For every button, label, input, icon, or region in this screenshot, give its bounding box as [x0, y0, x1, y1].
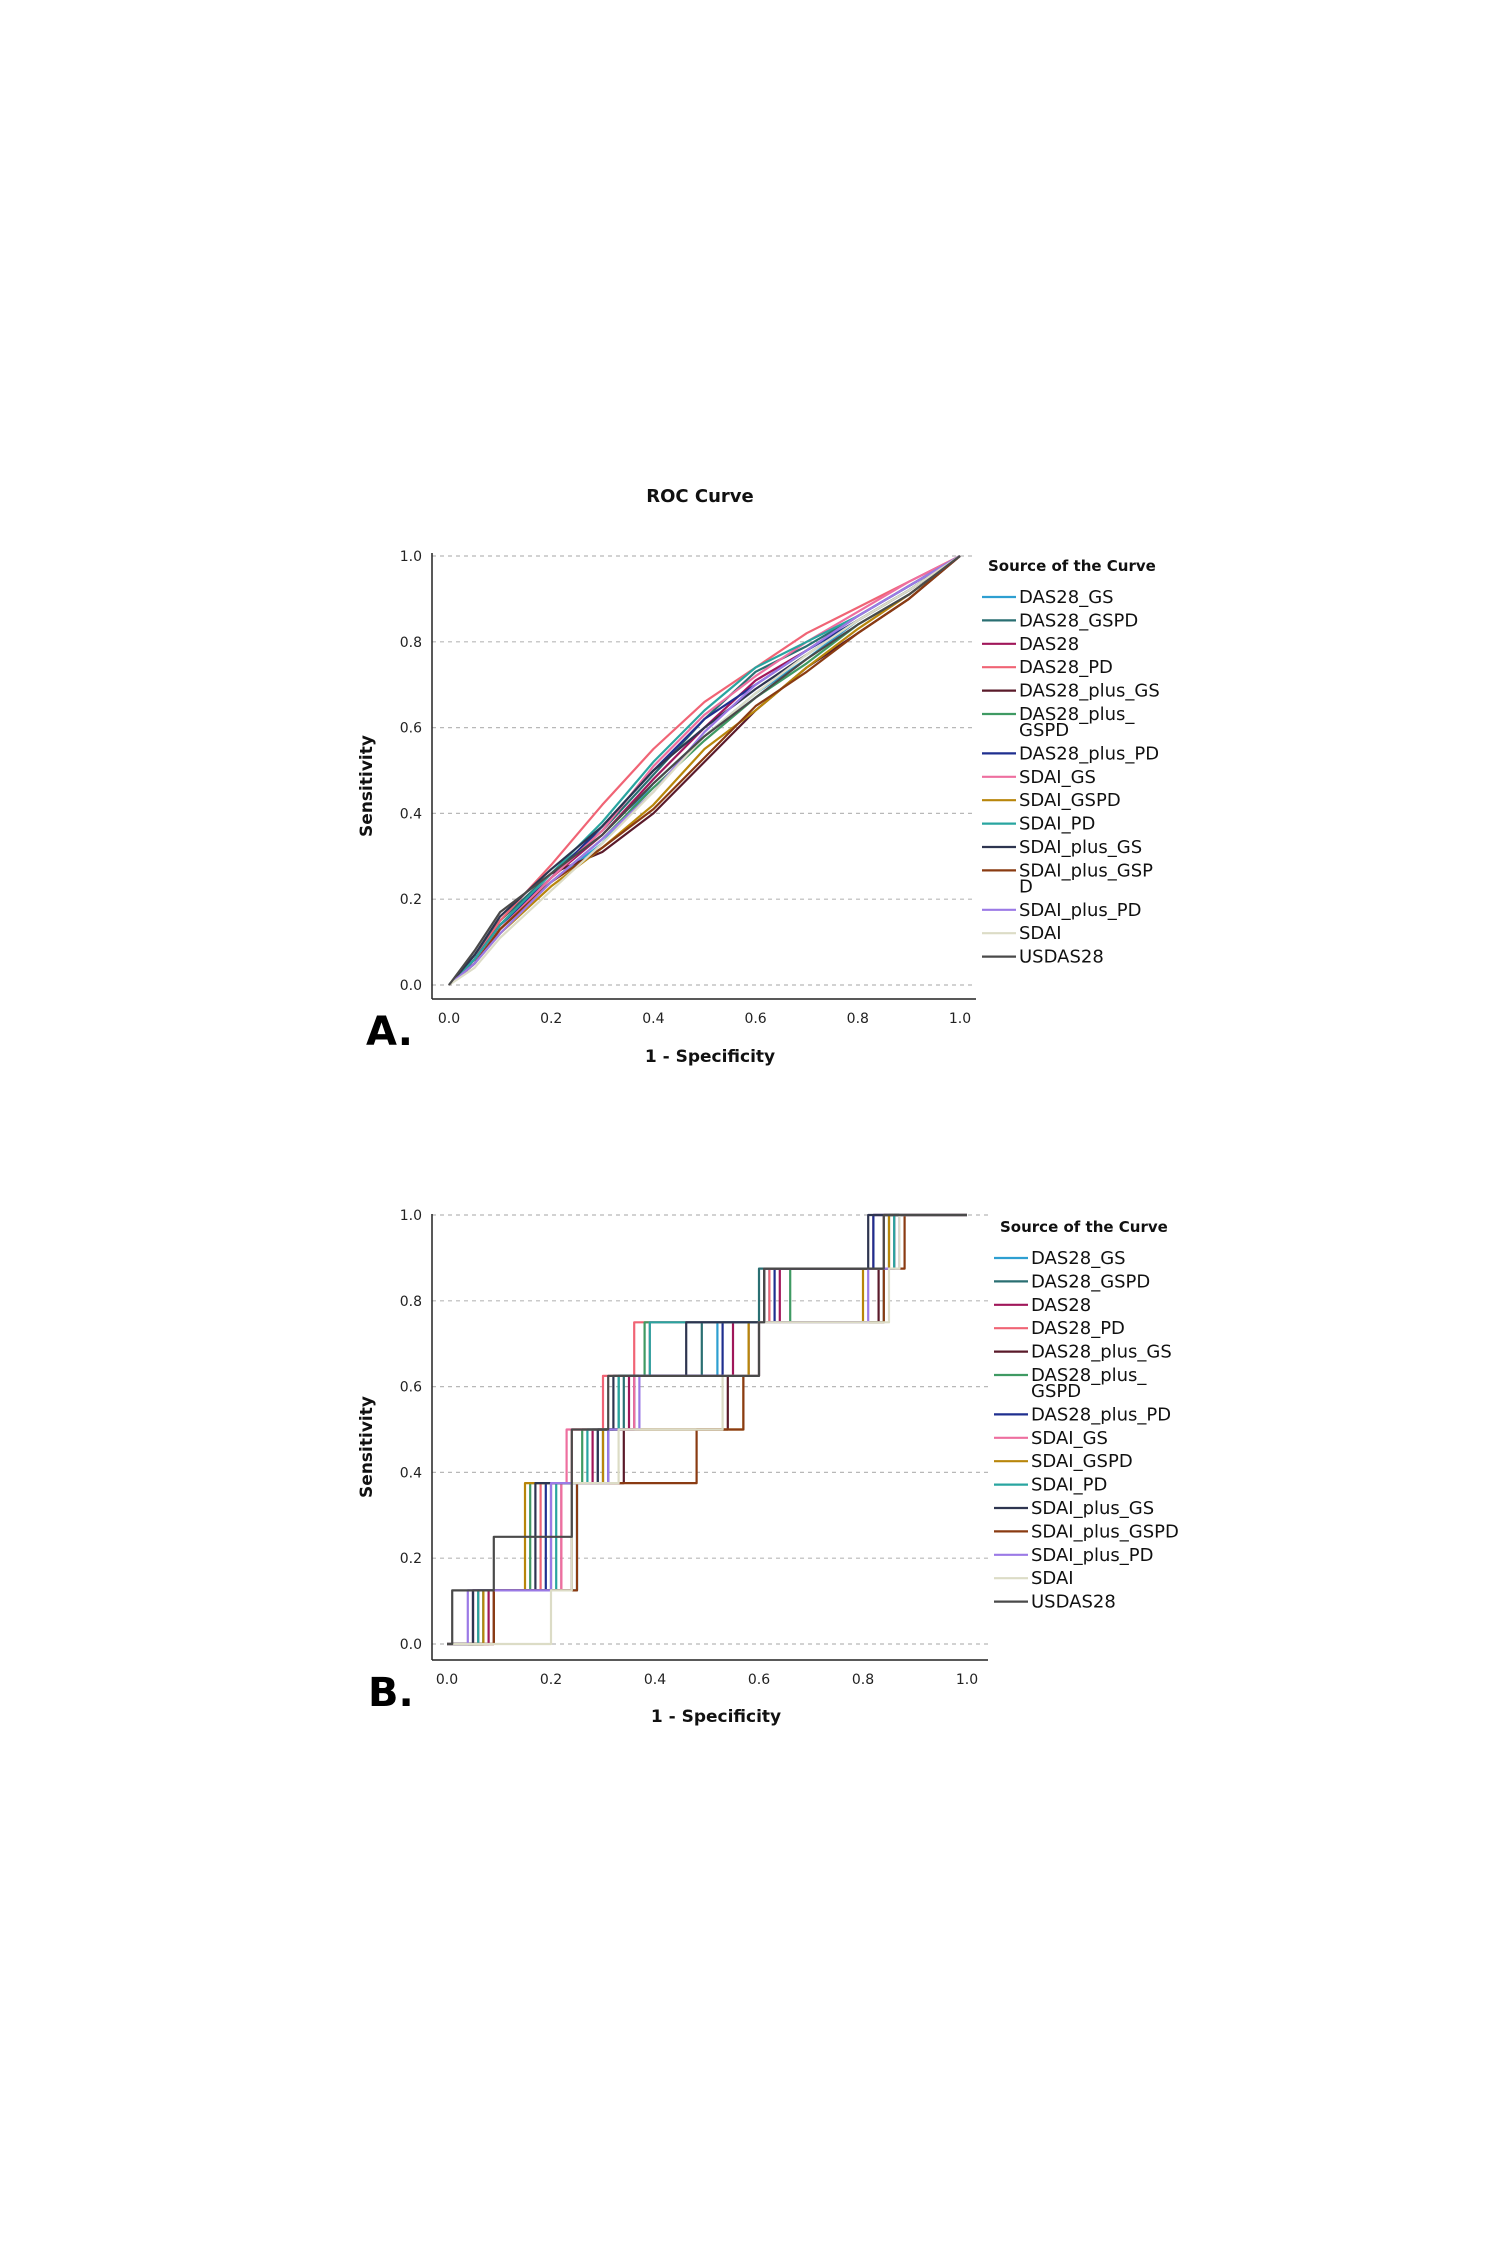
series-line-usdas28	[447, 1213, 967, 1646]
x-tick-label: 0.4	[644, 1672, 666, 1688]
legend-item: DAS28_plus_ GSPD	[1019, 704, 1135, 741]
series-line-das28-plus-gspd	[448, 555, 961, 986]
series-line-das28-plus-pd	[448, 555, 961, 986]
x-tick-label: 0.6	[744, 1011, 766, 1027]
series-line-sdai	[448, 555, 961, 986]
y-tick-label: 0.4	[400, 1465, 422, 1481]
x-tick-label: 0.8	[847, 1011, 869, 1027]
legend-item: DAS28	[1019, 634, 1079, 655]
y-tick-label: 0.0	[400, 978, 422, 994]
chart-panel-a: ROC Curve 0.0 0.2 0.4 0.6 0.8 1.0 0.0 0.2 0.4 0.6 0…	[357, 486, 1160, 1067]
legend-item: SDAI_GS	[1031, 1428, 1108, 1449]
x-tick-label: 0.0	[436, 1672, 458, 1688]
legend-item: SDAI_GSPD	[1031, 1451, 1133, 1472]
series-line-das28-gspd	[448, 555, 961, 986]
series-line-sdai-plus-gs	[448, 555, 961, 986]
y-axis-label: Sensitivity	[357, 1396, 377, 1498]
y-tick-label: 1.0	[400, 549, 422, 565]
legend-item: SDAI_PD	[1019, 814, 1095, 835]
legend-item: DAS28_PD	[1019, 657, 1113, 678]
y-tick-label: 0.6	[400, 721, 422, 737]
legend-item: SDAI_plus_GSPD	[1031, 1521, 1179, 1542]
series-line-das28	[448, 555, 961, 986]
series-line-sdai-plus-gspd	[448, 555, 961, 986]
x-tick-label: 0.4	[642, 1011, 664, 1027]
legend-item: DAS28_plus_GS	[1019, 681, 1160, 702]
y-axis-label: Sensitivity	[357, 735, 377, 837]
legend-item: DAS28_GS	[1019, 587, 1114, 608]
legend-item: SDAI_plus_GS	[1019, 837, 1142, 858]
series-line-sdai-gs	[448, 555, 961, 986]
x-axis-label: 1 - Specificity	[651, 1707, 781, 1727]
series-line-sdai-gspd	[448, 555, 961, 986]
legend-item: SDAI_GSPD	[1019, 790, 1121, 811]
legend-title: Source of the Curve	[1000, 1218, 1168, 1236]
legend-item: DAS28_PD	[1031, 1318, 1125, 1339]
legend-item: SDAI	[1019, 923, 1062, 944]
series-line-sdai	[447, 1213, 967, 1646]
legend-item: DAS28_GSPD	[1019, 610, 1138, 631]
legend-item: SDAI_plus_PD	[1019, 900, 1142, 921]
legend-item: SDAI_PD	[1031, 1475, 1107, 1496]
y-tick-label: 1.0	[400, 1208, 422, 1224]
series-line-das28-pd	[448, 555, 961, 986]
legend-item: USDAS28	[1019, 947, 1104, 968]
x-tick-label: 0.0	[438, 1011, 460, 1027]
series-line-das28-gs	[448, 555, 961, 986]
x-tick-label: 1.0	[956, 1672, 978, 1688]
y-tick-label: 0.2	[400, 1551, 422, 1567]
legend-item: SDAI	[1031, 1568, 1074, 1589]
y-tick-label: 0.0	[400, 1637, 422, 1653]
legend-item: DAS28_plus_ GSPD	[1031, 1365, 1147, 1402]
x-tick-label: 0.2	[540, 1672, 562, 1688]
y-tick-label: 0.8	[400, 635, 422, 651]
y-tick-label: 0.2	[400, 892, 422, 908]
legend-item: SDAI_plus_GS	[1031, 1498, 1154, 1519]
series-line-das28-plus-gs	[448, 555, 961, 986]
legend-item: DAS28_plus_PD	[1019, 743, 1159, 764]
legend-item: DAS28	[1031, 1295, 1091, 1316]
series-line-usdas28	[448, 555, 961, 986]
legend-item: DAS28_GS	[1031, 1248, 1126, 1269]
x-axis-label: 1 - Specificity	[645, 1047, 775, 1067]
chart-panel-b: 0.0 0.2 0.4 0.6 0.8 1.0 0.0 0.2 0.4 0.6 0.8 1.0 1 - …	[357, 1208, 1179, 1727]
x-tick-label: 0.8	[852, 1672, 874, 1688]
x-tick-label: 0.6	[748, 1672, 770, 1688]
chart-title: ROC Curve	[646, 486, 753, 507]
series-line-sdai-pd	[448, 555, 961, 986]
legend-item: USDAS28	[1031, 1592, 1116, 1613]
panel-label: B.	[368, 1670, 414, 1716]
series-line-sdai-plus-pd	[448, 555, 961, 986]
y-tick-label: 0.8	[400, 1294, 422, 1310]
legend-item: DAS28_GSPD	[1031, 1271, 1150, 1292]
x-tick-label: 0.2	[540, 1011, 562, 1027]
y-tick-label: 0.4	[400, 806, 422, 822]
legend-item: DAS28_plus_GS	[1031, 1342, 1172, 1363]
legend-title: Source of the Curve	[988, 557, 1156, 575]
panel-label: A.	[366, 1009, 413, 1055]
y-tick-label: 0.6	[400, 1380, 422, 1396]
x-tick-label: 1.0	[949, 1011, 971, 1027]
legend-item: SDAI_GS	[1019, 767, 1096, 788]
legend-item: DAS28_plus_PD	[1031, 1404, 1171, 1425]
legend-item: SDAI_plus_PD	[1031, 1545, 1154, 1566]
